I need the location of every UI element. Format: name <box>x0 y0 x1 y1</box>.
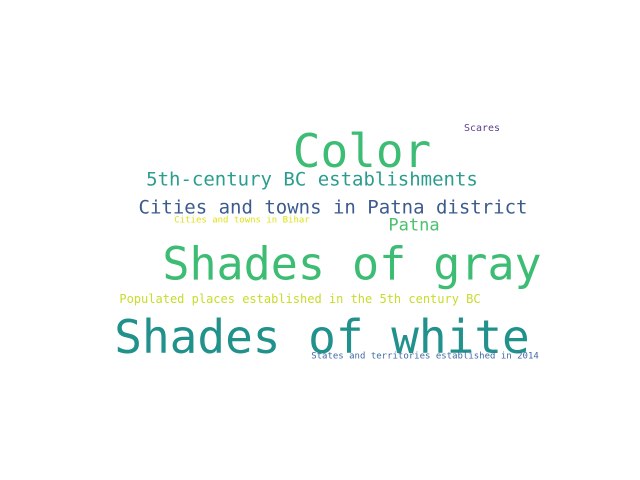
word-patna: Patna <box>388 215 440 236</box>
word-5th-century-bc-establishments: 5th-century BC establishments <box>146 168 478 191</box>
word-cities-towns-bihar: Cities and towns in Bihar <box>174 215 310 226</box>
word-cities-towns-patna-district: Cities and towns in Patna district <box>138 196 528 219</box>
word-scares: Scares <box>463 123 501 134</box>
word-shades-of-white: Shades of white <box>114 310 530 364</box>
word-populated-places-5th-century-bc: Populated places established in the 5th … <box>119 292 481 306</box>
word-color: Color <box>292 124 432 178</box>
word-states-territories-2014: States and territories established in 20… <box>311 351 539 362</box>
word-shades-of-gray: Shades of gray <box>162 237 542 291</box>
